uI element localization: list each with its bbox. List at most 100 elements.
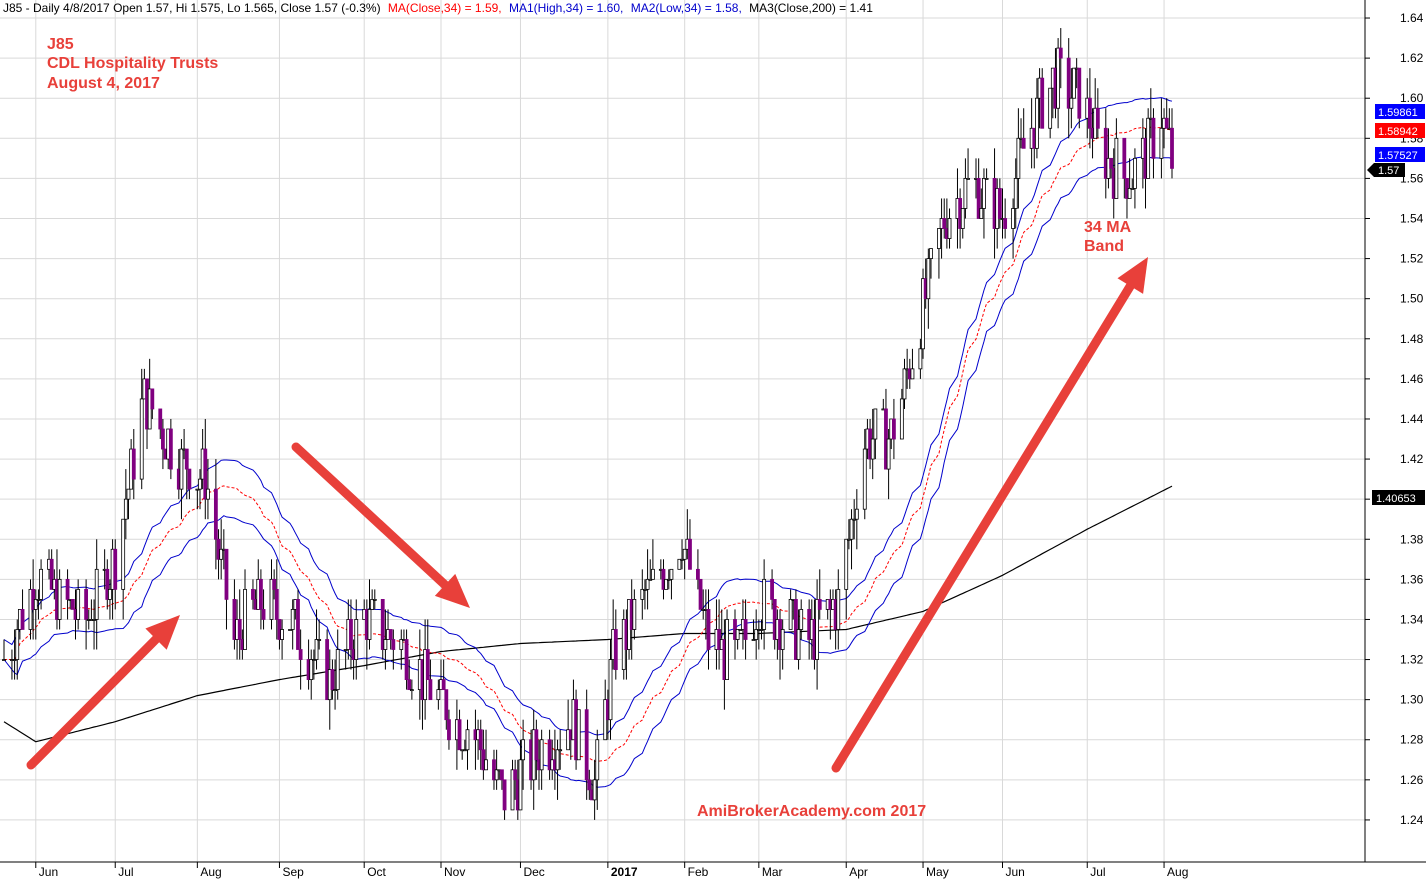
candle-body [380, 599, 385, 650]
candle-body [1013, 178, 1018, 209]
candle-body [534, 729, 539, 761]
candle-body [645, 578, 650, 590]
band-label-line2: Band [1084, 238, 1124, 255]
candle-body [1021, 137, 1026, 149]
badge-ma-close: 1.58942 [1378, 126, 1418, 138]
x-tick-label: Jun [39, 865, 58, 879]
candle-body [846, 538, 851, 541]
candle-body [1035, 97, 1039, 149]
candle-body [677, 558, 682, 570]
candle-body [592, 779, 597, 801]
candle-body [1146, 117, 1151, 179]
candle-body [1016, 137, 1021, 179]
candle-body [725, 619, 729, 680]
candle-body [399, 639, 404, 650]
candle-body [759, 629, 764, 631]
badge-ma-close-bg [1375, 123, 1425, 138]
candle-body [1122, 137, 1127, 179]
y-tick-label: 1.26 [1400, 773, 1424, 787]
candle-body [113, 548, 118, 590]
candle-body [632, 599, 637, 630]
y-tick-label: 1.34 [1400, 612, 1424, 626]
arrow-up-right [831, 257, 1148, 773]
arrow-shaft [831, 281, 1135, 773]
candle-body [796, 629, 801, 660]
badge-close-bg [1367, 163, 1405, 177]
candle-body [963, 178, 968, 209]
candle-body [269, 578, 274, 620]
y-tick-label: 1.60 [1400, 91, 1424, 105]
candle-body [259, 578, 263, 610]
candle-body [367, 609, 372, 640]
y-axis-ticks: 1.241.261.281.301.321.341.361.381.401.42… [1365, 11, 1424, 827]
candle-body [1159, 127, 1164, 159]
badge-ma200-bg [1372, 490, 1425, 505]
candle-body [762, 578, 767, 630]
candle-body [15, 629, 20, 660]
candle-body [383, 639, 388, 650]
candle-body [1077, 67, 1082, 119]
candle-body [330, 669, 335, 691]
y-tick-label: 1.48 [1400, 332, 1424, 346]
ma200-line [3, 485, 1173, 743]
candle-body [309, 659, 314, 680]
candle-body [817, 599, 822, 610]
candle-body [518, 759, 523, 811]
candle-body [664, 578, 669, 590]
candle-body [131, 448, 136, 480]
candle-body [372, 599, 377, 601]
candle-body [121, 518, 126, 590]
candle-body [1151, 117, 1156, 159]
candle-body [1133, 157, 1137, 189]
ma-close-34-line [4, 126, 1173, 762]
candle-body [502, 779, 507, 811]
candle-body [1130, 188, 1135, 190]
candle-body [1114, 137, 1119, 199]
candle-body [1095, 107, 1100, 129]
candle-body [613, 629, 618, 670]
trend-arrows [26, 257, 1148, 773]
y-tick-label: 1.36 [1400, 572, 1424, 586]
candle-body [105, 568, 110, 600]
candle-body [815, 599, 819, 660]
x-tick-label: 2017 [611, 865, 638, 879]
candle-body [444, 689, 449, 721]
y-tick-label: 1.54 [1400, 212, 1424, 226]
x-tick-label: Feb [688, 865, 709, 879]
candle-body [314, 639, 319, 660]
candle-body [224, 548, 229, 600]
candle-body [1069, 97, 1074, 109]
candle-body [213, 488, 218, 540]
y-tick-label: 1.44 [1400, 412, 1424, 426]
candle-body [706, 609, 711, 650]
candle-body [1066, 57, 1071, 109]
candle-body [407, 679, 412, 691]
candle-body [966, 178, 970, 180]
y-tick-label: 1.56 [1400, 171, 1424, 185]
candle-body [926, 258, 931, 300]
candle-body [788, 599, 793, 630]
value-badges: 1.59861 1.58942 1.57527 1.57 1.40653 [1367, 104, 1425, 505]
candle-body [836, 588, 841, 630]
x-tick-label: Apr [849, 865, 868, 879]
candle-body [203, 448, 208, 500]
y-tick-label: 1.46 [1400, 372, 1424, 386]
candle-body [49, 558, 54, 590]
candle-body [123, 498, 128, 520]
candle-body [2, 659, 6, 661]
candle-body [243, 588, 247, 650]
candle-body [84, 588, 89, 620]
candle-body [494, 769, 499, 781]
candle-body [272, 578, 277, 590]
candle-body [899, 398, 904, 440]
candle-body [918, 348, 923, 370]
y-tick-label: 1.28 [1400, 733, 1424, 747]
arrow-shaft [26, 634, 161, 770]
y-tick-label: 1.42 [1400, 452, 1424, 466]
candle-body [161, 428, 165, 450]
badge-ma-high-bg [1375, 104, 1425, 119]
candle-body [1003, 218, 1008, 229]
candle-body [680, 558, 684, 561]
candle-body [1056, 47, 1061, 109]
candle-body [910, 368, 915, 380]
